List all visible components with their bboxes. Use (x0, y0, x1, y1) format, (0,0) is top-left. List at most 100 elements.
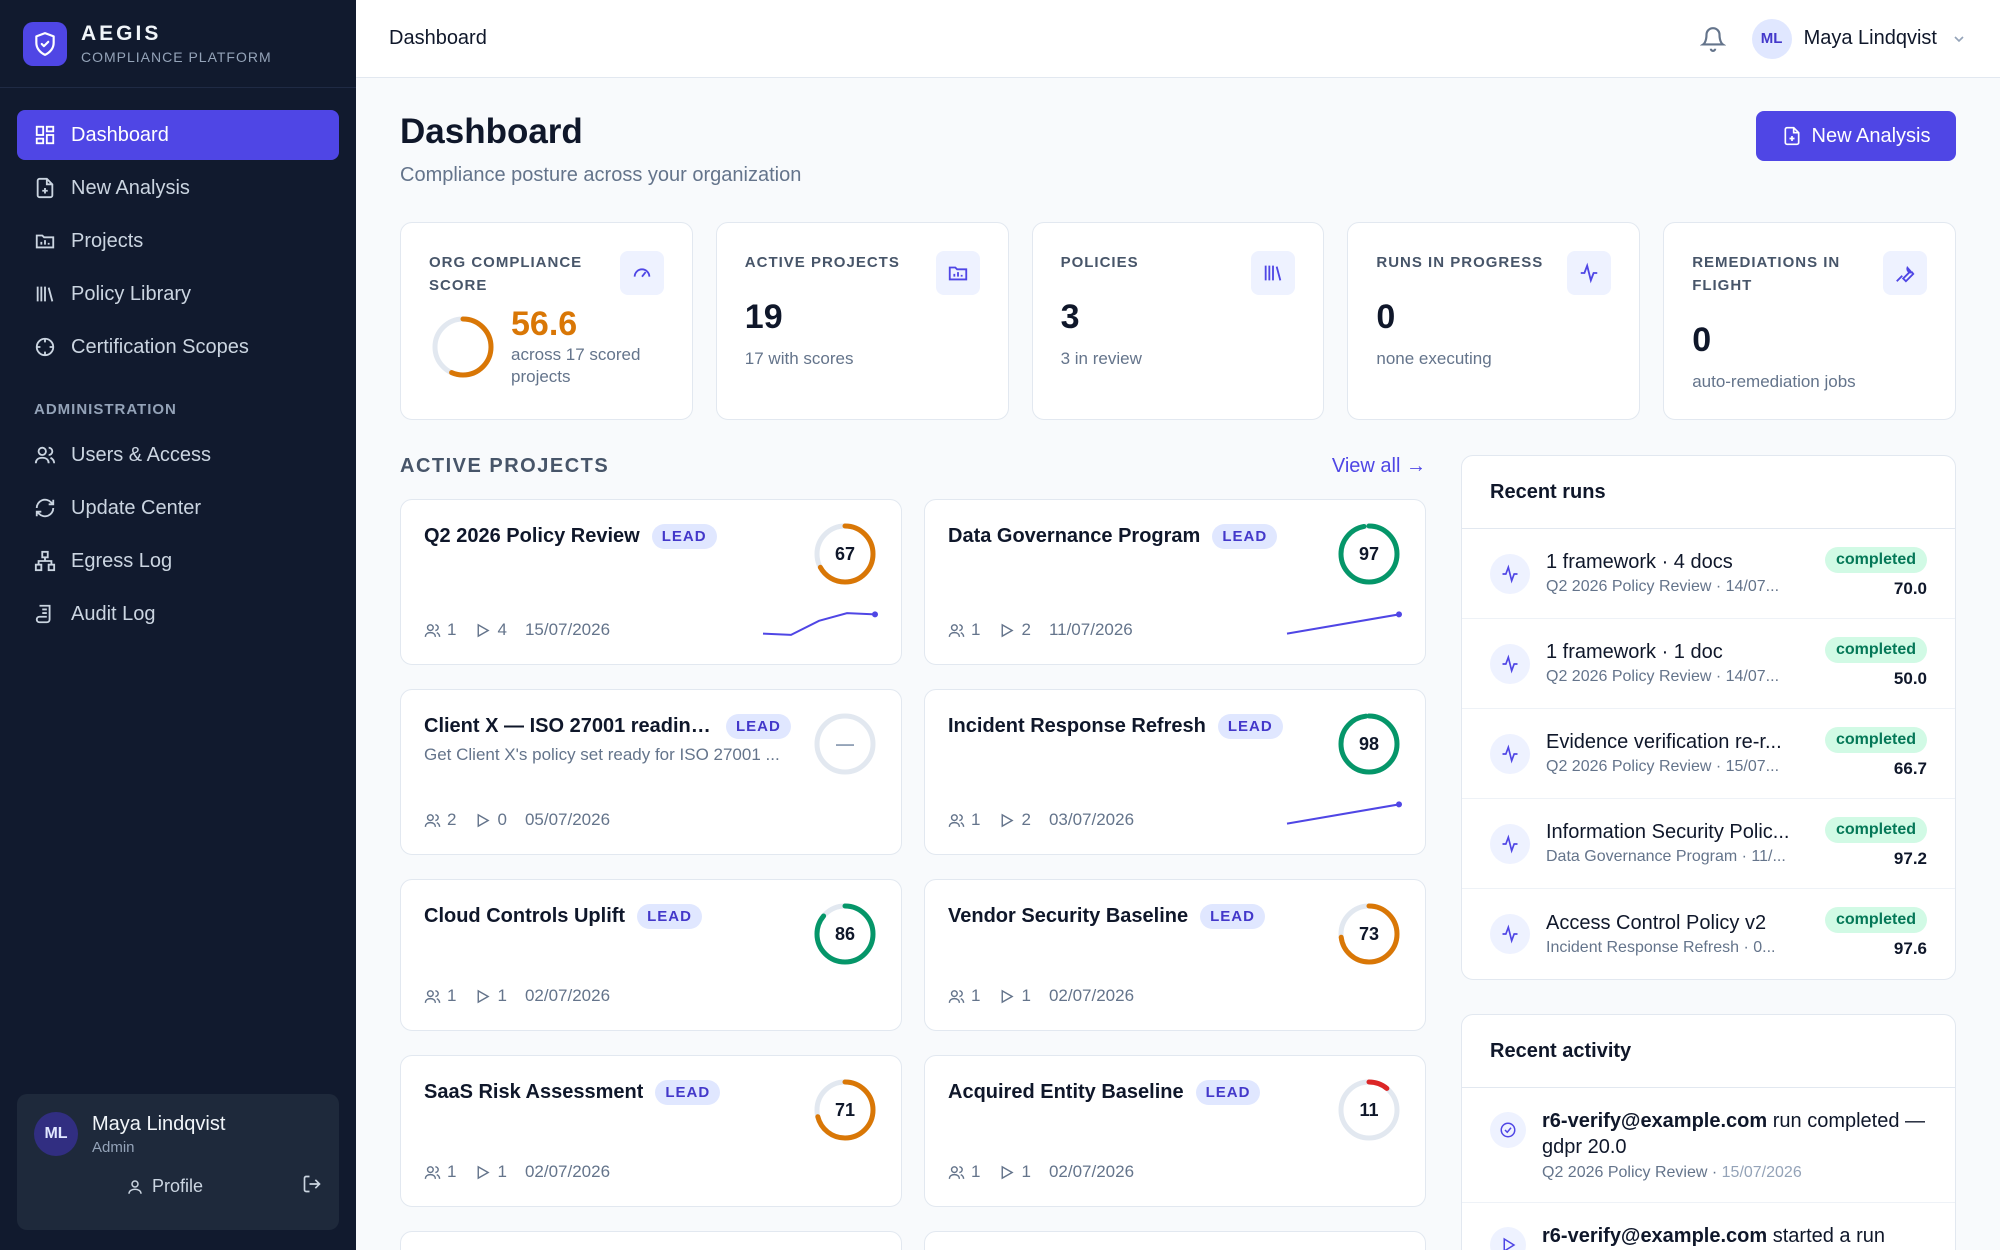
run-title: Access Control Policy v2 (1546, 911, 1767, 934)
list-item[interactable]: 1 framework · 1 doc Q2 2026 Policy Review… (1462, 619, 1955, 709)
project-card[interactable]: Vendor Security Baseline LEAD 1 1 02/07/2026… (924, 879, 1426, 1031)
member-count: 2 (447, 810, 457, 829)
new-analysis-button[interactable]: New Analysis (1756, 111, 1956, 161)
activity-icon (1490, 643, 1530, 684)
trend-sparkline (1286, 611, 1402, 635)
users-icon (948, 1165, 965, 1179)
sidebar-item-users-access[interactable]: Users & Access (17, 430, 339, 480)
sidebar-item-egress-log[interactable]: Egress Log (17, 536, 339, 586)
trend-dot (1396, 801, 1402, 808)
member-count: 1 (971, 620, 981, 639)
activity-action: started a run (1767, 1225, 1886, 1247)
page-subtitle: Compliance posture across your organizat… (400, 164, 802, 186)
sidebar-item-audit-log[interactable]: Audit Log (17, 589, 339, 639)
sidebar-item-update-center[interactable]: Update Center (17, 483, 339, 533)
project-score: 86 (834, 923, 856, 944)
project-date: 02/07/2026 (1048, 1162, 1135, 1181)
activity-icon (1490, 733, 1530, 774)
project-card[interactable]: Q2 2026 Policy Review LEAD 1 4 15/07/2026 67 (400, 499, 902, 665)
project-name: Q2 2026 Policy Review (424, 525, 640, 547)
project-card[interactable]: Client X — ISO 27001 readine... LEAD Get C… (400, 689, 902, 855)
sidebar-item-policy-library[interactable]: Policy Library (17, 269, 339, 319)
status-badge: completed (1824, 727, 1927, 753)
score-ring (814, 713, 876, 775)
project-date: 02/07/2026 (524, 1162, 611, 1181)
role-badge: LEAD (1195, 1080, 1261, 1105)
score-arc (814, 1079, 876, 1141)
run-count: 0 (497, 810, 507, 829)
list-item[interactable]: 1 framework · 4 docs Q2 2026 Policy Revie… (1462, 529, 1955, 619)
sidebar-item-certification-scopes[interactable]: Certification Scopes (17, 322, 339, 372)
profile-button[interactable]: Profile (126, 1176, 203, 1197)
brand[interactable]: AEGIS COMPLIANCE PLATFORM (0, 0, 356, 88)
users-icon (948, 989, 965, 1003)
role-badge: LEAD (1200, 904, 1265, 929)
user-name: Maya Lindqvist (1803, 27, 1937, 49)
active-projects-heading: ACTIVE PROJECTS (400, 455, 610, 477)
folder-chart-icon (935, 251, 980, 295)
status-badge: completed (1824, 637, 1927, 663)
member-count: 1 (971, 986, 981, 1005)
sidebar: AEGIS COMPLIANCE PLATFORM Dashboard New … (0, 0, 356, 1250)
project-score: 11 (1359, 1099, 1379, 1120)
list-item[interactable]: Information Security Polic... Data Govern… (1462, 799, 1955, 889)
run-title: Evidence verification re-r... (1546, 731, 1782, 753)
sidebar-item-dashboard[interactable]: Dashboard (17, 110, 339, 160)
run-count: 4 (497, 620, 507, 639)
user-menu[interactable]: ML Maya Lindqvist (1751, 18, 1967, 59)
project-name: Data Governance Program (948, 525, 1201, 547)
list-item[interactable]: Evidence verification re-r... Q2 2026 Pol… (1462, 709, 1955, 799)
page-title: Dashboard (400, 112, 583, 151)
users-icon (424, 623, 441, 637)
project-card[interactable]: SaaS Risk Assessment LEAD 1 1 02/07/2026 71 (400, 1055, 902, 1207)
play-icon (1002, 813, 1015, 827)
member-count: 1 (971, 1162, 981, 1181)
run-score: 97.2 (1893, 849, 1927, 868)
role-badge: LEAD (1212, 524, 1278, 549)
activity-actor: r6-verify@example.com (1542, 1225, 1768, 1247)
sidebar-item-label: Egress Log (71, 549, 173, 572)
project-card[interactable]: Acquired Entity Baseline LEAD 1 1 02/07/2026… (924, 1055, 1426, 1207)
sidebar-user-card: ML Maya Lindqvist Admin Profile (17, 1094, 339, 1230)
recent-activity-title: Recent activity (1462, 1015, 1955, 1088)
project-card[interactable] (924, 1231, 1426, 1250)
project-card[interactable] (400, 1231, 902, 1250)
stat-card-policies: POLICIES 3 3 in review (1031, 222, 1325, 420)
project-name: Incident Response Refresh (948, 715, 1206, 737)
run-count: 1 (497, 986, 507, 1005)
refresh-icon (35, 498, 55, 518)
project-card[interactable]: Incident Response Refresh LEAD 1 2 03/07/202… (924, 689, 1426, 855)
project-card[interactable]: Cloud Controls Uplift LEAD 1 1 02/07/2026 86 (400, 879, 902, 1031)
project-date: 05/07/2026 (524, 810, 611, 829)
stat-label: RUNS IN PROGRESS (1376, 254, 1544, 271)
run-score: 50.0 (1893, 669, 1927, 688)
sidebar-item-label: Update Center (71, 496, 202, 519)
view-all-link[interactable]: View all → (1331, 455, 1426, 477)
project-name: Acquired Entity Baseline (948, 1081, 1184, 1103)
sidebar-item-label: Users & Access (71, 443, 212, 466)
score-arc (814, 523, 876, 585)
file-plus-icon (1784, 126, 1800, 146)
score-ring (814, 903, 876, 965)
bell-icon[interactable] (1699, 26, 1726, 52)
org-score-ring (432, 316, 494, 377)
sidebar-item-new-analysis[interactable]: New Analysis (17, 163, 339, 213)
score-arc (1338, 523, 1400, 585)
sidebar-item-projects[interactable]: Projects (17, 216, 339, 266)
play-icon (1490, 1227, 1526, 1250)
trend-line (1286, 803, 1400, 825)
project-date: 02/07/2026 (524, 986, 611, 1005)
project-score: 67 (834, 543, 856, 564)
list-item[interactable]: Access Control Policy v2 Incident Respons… (1462, 889, 1955, 979)
score-ring (1338, 1079, 1400, 1141)
project-card[interactable]: Data Governance Program LEAD 1 2 11/07/2026 9… (924, 499, 1426, 665)
status-badge: completed (1824, 817, 1927, 843)
brand-name: AEGIS (81, 22, 162, 45)
score-ring (1338, 523, 1400, 585)
status-badge: completed (1824, 907, 1927, 933)
run-count: 2 (1021, 810, 1031, 829)
logout-icon[interactable] (302, 1174, 322, 1199)
project-name: Client X — ISO 27001 readine... (424, 715, 714, 737)
run-subtitle: Q2 2026 Policy Review · 14/07... (1546, 578, 1780, 595)
stat-card-compliance-score: ORG COMPLIANCE SCORE 56.6 across 17 scor… (400, 222, 693, 420)
